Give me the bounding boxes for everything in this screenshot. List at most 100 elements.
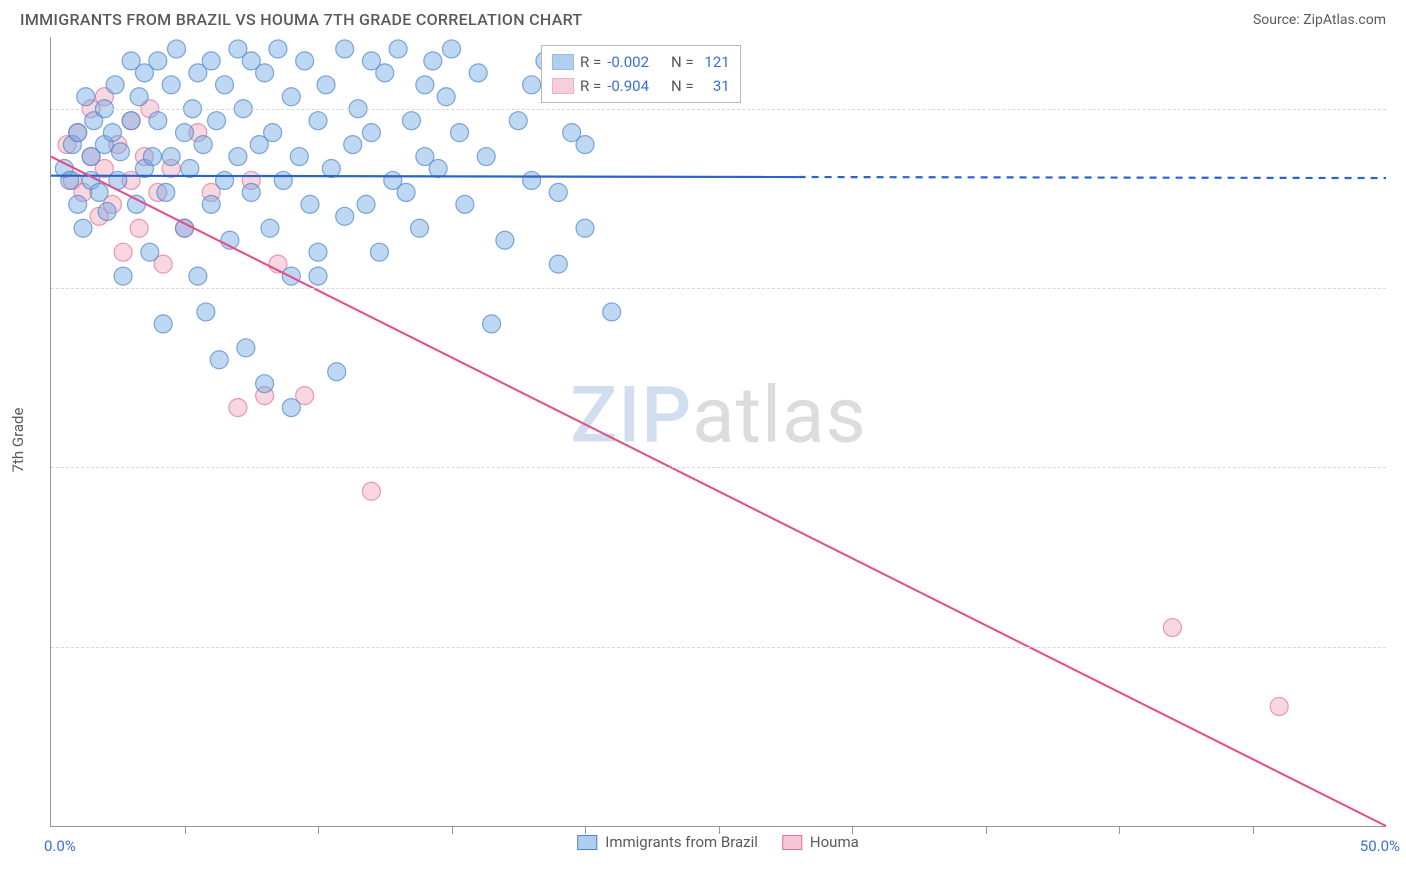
legend-n-label: N = xyxy=(671,50,694,74)
data-point xyxy=(336,207,354,225)
data-point xyxy=(370,243,388,261)
data-point xyxy=(549,255,567,273)
data-point xyxy=(103,124,121,142)
data-point xyxy=(509,112,527,130)
legend-swatch xyxy=(552,78,574,94)
data-point xyxy=(216,171,234,189)
data-point xyxy=(77,88,95,106)
legend-label: Houma xyxy=(810,833,859,851)
data-point xyxy=(256,375,274,393)
data-point xyxy=(322,160,340,178)
data-point xyxy=(296,52,314,70)
data-point xyxy=(282,399,300,417)
data-point xyxy=(229,148,247,166)
data-point xyxy=(130,88,148,106)
y-axis-title: 7th Grade xyxy=(9,408,27,473)
legend-r-value: -0.002 xyxy=(607,50,649,74)
legend-swatch xyxy=(577,835,597,850)
data-point xyxy=(523,171,541,189)
data-point xyxy=(402,112,420,130)
data-point xyxy=(496,231,514,249)
grid-line xyxy=(51,647,1386,648)
legend-r-label: R = xyxy=(580,50,601,74)
stats-legend: R = -0.002N = 121R = -0.904N = 31 xyxy=(541,45,741,103)
plot-area: ZIPatlas R = -0.002N = 121R = -0.904N = … xyxy=(50,37,1386,827)
data-point xyxy=(154,315,172,333)
data-point xyxy=(210,351,228,369)
legend-r-value: -0.904 xyxy=(607,74,649,98)
y-tick-label: 92.5% xyxy=(1396,279,1406,297)
data-point xyxy=(149,52,167,70)
data-point xyxy=(69,195,87,213)
data-point xyxy=(90,183,108,201)
data-point xyxy=(429,160,447,178)
data-point xyxy=(1163,619,1181,637)
data-point xyxy=(127,195,145,213)
data-point xyxy=(443,40,461,58)
data-point xyxy=(111,143,129,161)
footer-legend-item: Immigrants from Brazil xyxy=(577,833,758,851)
data-point xyxy=(194,136,212,154)
legend-r-label: R = xyxy=(580,74,601,98)
chart-source: Source: ZipAtlas.com xyxy=(1253,12,1386,28)
footer-legend: Immigrants from Brazil Houma xyxy=(577,833,859,851)
data-point xyxy=(376,64,394,82)
data-point xyxy=(451,124,469,142)
data-point xyxy=(328,363,346,381)
data-point xyxy=(456,195,474,213)
data-point xyxy=(98,203,116,221)
legend-n-label: N = xyxy=(671,74,694,98)
data-point xyxy=(189,267,207,285)
legend-label: Immigrants from Brazil xyxy=(605,833,758,851)
stats-legend-row: R = -0.904N = 31 xyxy=(552,74,730,98)
data-point xyxy=(162,76,180,94)
data-point xyxy=(202,195,220,213)
data-point xyxy=(157,183,175,201)
data-point xyxy=(208,112,226,130)
data-point xyxy=(74,219,92,237)
data-point xyxy=(362,482,380,500)
data-point xyxy=(282,88,300,106)
data-point xyxy=(397,183,415,201)
data-point xyxy=(229,399,247,417)
chart-header: IMMIGRANTS FROM BRAZIL VS HOUMA 7TH GRAD… xyxy=(0,0,1406,37)
grid-line xyxy=(51,467,1386,468)
data-point xyxy=(357,195,375,213)
data-point xyxy=(483,315,501,333)
data-point xyxy=(167,40,185,58)
data-point xyxy=(309,243,327,261)
data-point xyxy=(197,303,215,321)
data-point xyxy=(162,148,180,166)
data-point xyxy=(309,112,327,130)
stats-legend-row: R = -0.002 N = 121 xyxy=(552,50,730,74)
data-point xyxy=(261,219,279,237)
data-point xyxy=(437,88,455,106)
data-point xyxy=(549,183,567,201)
legend-n-value: 121 xyxy=(700,50,730,74)
data-point xyxy=(274,171,292,189)
trend-line xyxy=(51,157,1386,826)
footer-legend-item: Houma xyxy=(782,833,859,851)
y-tick-label: 77.5% xyxy=(1396,638,1406,656)
scatter-svg xyxy=(51,37,1386,826)
data-point xyxy=(336,40,354,58)
data-point xyxy=(576,136,594,154)
x-axis-max-label: 50.0% xyxy=(1360,837,1400,855)
data-point xyxy=(416,76,434,94)
data-point xyxy=(344,136,362,154)
chart-title: IMMIGRANTS FROM BRAZIL VS HOUMA 7TH GRAD… xyxy=(20,10,582,29)
data-point xyxy=(362,124,380,142)
data-point xyxy=(106,76,124,94)
data-point xyxy=(603,303,621,321)
data-point xyxy=(61,171,79,189)
data-point xyxy=(130,219,148,237)
data-point xyxy=(202,52,220,70)
y-tick-label: 100.0% xyxy=(1396,100,1406,118)
data-point xyxy=(1270,697,1288,715)
data-point xyxy=(242,183,260,201)
data-point xyxy=(176,124,194,142)
x-axis-min-label: 0.0% xyxy=(44,837,76,855)
data-point xyxy=(301,195,319,213)
data-point xyxy=(469,64,487,82)
data-point xyxy=(69,124,87,142)
